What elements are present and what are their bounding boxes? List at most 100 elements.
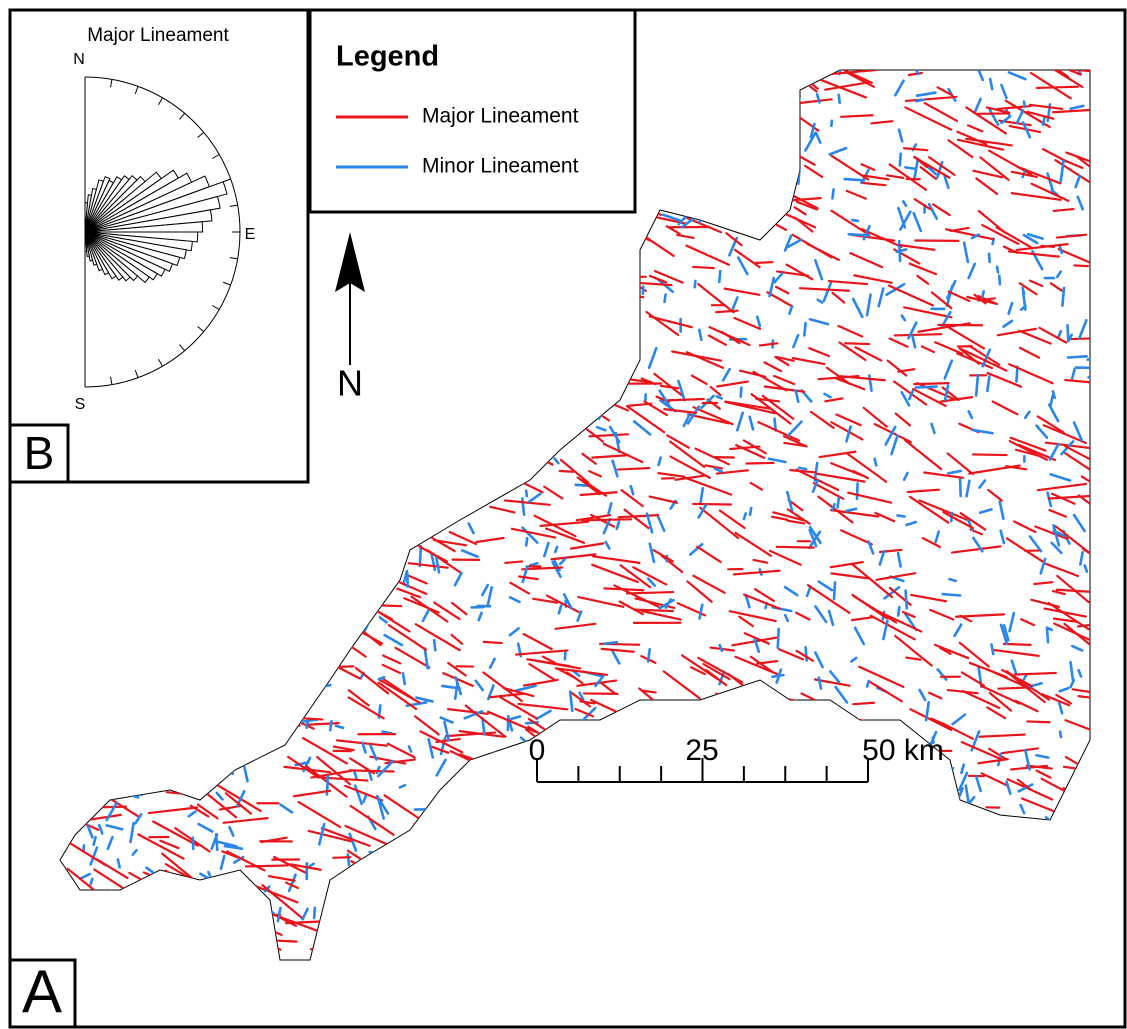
major-lineament <box>99 658 128 678</box>
major-lineament <box>378 915 413 931</box>
major-lineament <box>89 926 108 929</box>
minor-lineament <box>845 755 848 762</box>
major-lineament <box>254 710 285 731</box>
major-lineament <box>946 878 973 893</box>
major-lineament <box>279 582 299 593</box>
minor-lineament <box>78 616 90 630</box>
minor-lineament <box>829 756 832 763</box>
rose-east: E <box>245 226 256 243</box>
major-lineament <box>149 939 174 957</box>
major-lineament <box>342 421 366 434</box>
minor-lineament <box>180 876 185 886</box>
major-lineament <box>459 850 500 874</box>
minor-lineament <box>1015 923 1017 928</box>
major-lineament <box>610 798 620 805</box>
major-lineament <box>703 771 721 781</box>
major-lineament <box>364 407 383 409</box>
minor-lineament <box>1084 772 1088 792</box>
major-lineament <box>41 591 90 593</box>
major-lineament <box>90 494 129 495</box>
minor-lineament <box>310 409 314 425</box>
major-lineament <box>703 851 724 862</box>
major-lineament <box>858 885 898 902</box>
major-lineament <box>596 219 635 240</box>
major-lineament <box>807 920 824 921</box>
minor-lineament <box>470 931 471 951</box>
major-lineament <box>419 213 449 228</box>
major-lineament <box>239 534 256 546</box>
major-lineament <box>390 289 405 290</box>
major-lineament <box>55 897 85 910</box>
major-lineament <box>1074 265 1088 266</box>
major-lineament <box>682 774 700 775</box>
major-lineament <box>542 215 573 216</box>
major-lineament <box>791 739 824 744</box>
major-lineament <box>166 890 188 894</box>
minor-lineament <box>630 731 645 733</box>
major-lineament <box>354 359 370 360</box>
major-lineament <box>716 311 737 312</box>
minor-lineament <box>213 653 221 663</box>
major-lineament <box>824 914 866 915</box>
major-lineament <box>120 657 145 660</box>
minor-lineament <box>795 86 799 99</box>
major-lineament <box>389 924 408 926</box>
major-lineament <box>521 921 563 926</box>
major-lineament <box>70 546 118 549</box>
minor-lineament <box>457 850 463 857</box>
minor-lineament <box>715 786 717 804</box>
minor-lineament <box>799 468 806 469</box>
major-lineament <box>717 73 735 82</box>
minor-lineament <box>897 779 916 780</box>
major-lineament <box>644 147 691 159</box>
minor-lineament <box>641 137 645 153</box>
major-lineament <box>416 406 444 421</box>
minor-lineament <box>749 895 753 902</box>
minor-lineament <box>151 562 153 574</box>
major-lineament <box>317 488 361 493</box>
major-lineament <box>680 169 726 175</box>
major-lineament <box>490 359 506 371</box>
minor-lineament <box>275 698 284 716</box>
north-label: N <box>337 363 363 404</box>
major-lineament <box>432 927 450 938</box>
minor-lineament <box>348 854 349 865</box>
major-lineament <box>129 889 172 912</box>
major-lineament <box>883 823 902 825</box>
major-lineament <box>540 285 577 311</box>
major-lineament <box>351 861 384 879</box>
major-lineament <box>442 829 485 845</box>
major-lineament <box>55 631 99 656</box>
minor-lineament <box>293 561 294 574</box>
major-lineament <box>505 389 525 397</box>
major-lineament <box>673 81 701 83</box>
major-lineament <box>174 595 187 606</box>
major-lineament <box>743 68 788 93</box>
major-lineament <box>647 131 695 135</box>
major-lineament <box>737 137 785 143</box>
minor-lineament <box>954 903 955 915</box>
minor-lineament <box>383 331 387 340</box>
major-lineament <box>473 421 499 431</box>
minor-lineament <box>355 313 364 314</box>
scale-label: 0 <box>529 734 546 767</box>
minor-lineament <box>403 537 404 556</box>
major-lineament <box>707 189 743 197</box>
major-lineament <box>209 585 244 606</box>
minor-lineament <box>190 750 192 761</box>
major-lineament <box>693 504 731 505</box>
major-lineament <box>616 341 629 350</box>
minor-lineament <box>78 649 98 654</box>
major-lineament <box>583 759 608 764</box>
major-lineament <box>973 869 997 881</box>
major-lineament <box>1028 899 1067 922</box>
major-lineament <box>548 227 569 237</box>
minor-lineament <box>965 862 971 864</box>
major-lineament <box>365 536 387 550</box>
minor-lineament <box>434 492 440 508</box>
minor-lineament <box>832 189 833 198</box>
major-lineament <box>152 527 203 530</box>
minor-lineament <box>903 803 911 815</box>
minor-lineament <box>651 852 655 870</box>
minor-lineament <box>740 734 742 742</box>
